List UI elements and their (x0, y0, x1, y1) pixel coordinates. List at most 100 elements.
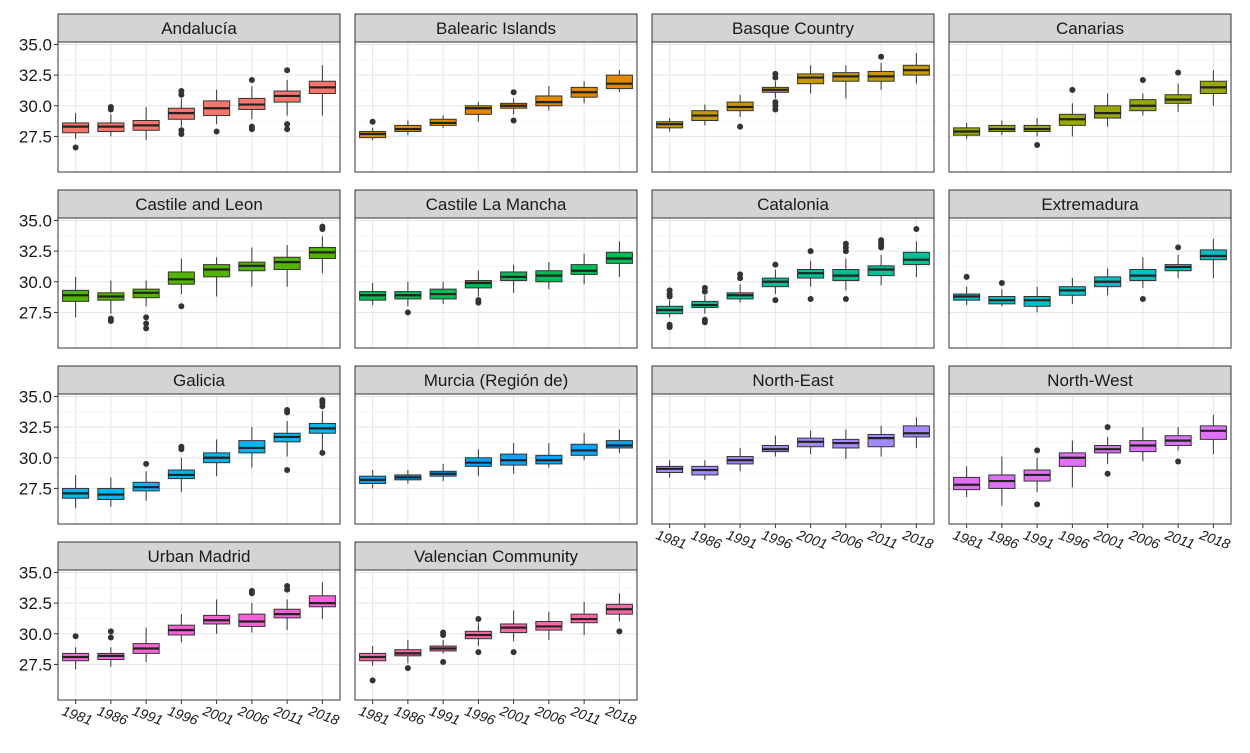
x-tick-label: 2011 (271, 702, 306, 728)
y-tick-label: 27.5 (19, 303, 52, 322)
outlier (701, 316, 708, 323)
outlier (248, 587, 255, 594)
box (1023, 295, 1051, 307)
outlier (1034, 142, 1041, 149)
x-tick-label: 2018 (1197, 526, 1233, 552)
strip (651, 189, 935, 219)
box (1199, 425, 1227, 440)
facet-title: Castile La Mancha (426, 195, 567, 214)
outlier (772, 99, 779, 106)
outlier (178, 303, 185, 310)
x-tick-label: 1981 (357, 702, 392, 728)
outlier (1069, 86, 1076, 93)
outlier (737, 271, 744, 278)
x-tick-label: 2011 (1162, 526, 1197, 552)
box (308, 595, 336, 608)
outlier (284, 67, 291, 74)
x-tick-label: 1996 (760, 526, 795, 552)
y-tick-label: 27.5 (19, 655, 52, 674)
outlier (72, 633, 79, 640)
outlier (248, 77, 255, 84)
x-tick-label: 2001 (794, 526, 830, 552)
x-tick-label: 2001 (497, 702, 533, 728)
outlier (178, 443, 185, 450)
box (203, 264, 231, 278)
facet-title: Castile and Leon (135, 195, 263, 214)
box (464, 105, 492, 115)
strip (57, 365, 341, 395)
y-tick-label: 32.5 (19, 418, 52, 437)
outlier (772, 297, 779, 304)
facet-title: Valencian Community (414, 547, 579, 566)
outlier (107, 634, 114, 641)
outlier (1139, 295, 1146, 302)
y-tick-label: 30.0 (19, 273, 52, 292)
box (867, 265, 895, 277)
box (797, 73, 825, 85)
outlier (284, 121, 291, 128)
facet-panel: Murcia (Región de) (354, 365, 638, 525)
facet-panel: North-West 1981 1986 1991 1996 2001 2006 2011 20… (948, 365, 1233, 552)
plot-background (949, 42, 1231, 172)
outlier (72, 144, 79, 151)
y-tick-label: 32.5 (19, 594, 52, 613)
x-tick-label: 2006 (235, 702, 271, 728)
box (535, 95, 563, 107)
facet-panel: Canarias (948, 13, 1232, 173)
strip (354, 189, 638, 219)
panel-border (948, 41, 1232, 173)
strip (651, 365, 935, 395)
panel-border (354, 217, 638, 349)
facet-panel: Extremadura (948, 189, 1232, 349)
facet-title: Canarias (1056, 19, 1124, 38)
x-tick-label: 2011 (568, 702, 603, 728)
y-tick-label: 32.5 (19, 66, 52, 85)
panel-border (354, 393, 638, 525)
outlier (772, 261, 779, 268)
y-tick-label: 35.0 (19, 35, 52, 54)
outlier (107, 315, 114, 322)
box (570, 264, 598, 275)
panel-border (57, 41, 341, 173)
y-tick-label: 35.0 (19, 387, 52, 406)
outlier (475, 297, 482, 304)
box (167, 271, 195, 285)
plot-background (652, 394, 934, 524)
plot-background (355, 218, 637, 348)
strip (57, 13, 341, 43)
outlier (616, 628, 623, 635)
plot-background (58, 570, 340, 700)
x-tick-label: 2006 (829, 526, 865, 552)
facet-panel: Urban Madrid 27.5 30.0 32.5 35.0 1981 1986 1991… (19, 541, 342, 728)
box (867, 433, 895, 448)
outlier (842, 240, 849, 247)
outlier (807, 295, 814, 302)
outlier (701, 284, 708, 291)
x-tick-label: 1996 (1057, 526, 1092, 552)
y-tick-label: 35.0 (19, 211, 52, 230)
outlier (1104, 424, 1111, 431)
strip (651, 13, 935, 43)
x-tick-label: 2001 (1091, 526, 1127, 552)
panel-border (948, 393, 1232, 525)
outlier (963, 273, 970, 280)
y-tick-label: 27.5 (19, 127, 52, 146)
box (605, 440, 633, 449)
outlier (737, 123, 744, 130)
x-tick-label: 1991 (130, 702, 165, 728)
strip (354, 13, 638, 43)
x-tick-label: 1986 (392, 702, 427, 728)
x-tick-label: 1986 (95, 702, 130, 728)
outlier (319, 449, 326, 456)
plot-background (652, 42, 934, 172)
outlier (1034, 447, 1041, 454)
facet-panel: Balearic Islands (354, 13, 638, 173)
outlier (440, 629, 447, 636)
panel-border (651, 393, 935, 525)
box (238, 613, 266, 627)
box (902, 251, 930, 266)
x-tick-label: 1996 (463, 702, 498, 728)
outlier (284, 582, 291, 589)
panel-border (651, 217, 935, 349)
outlier (319, 223, 326, 230)
